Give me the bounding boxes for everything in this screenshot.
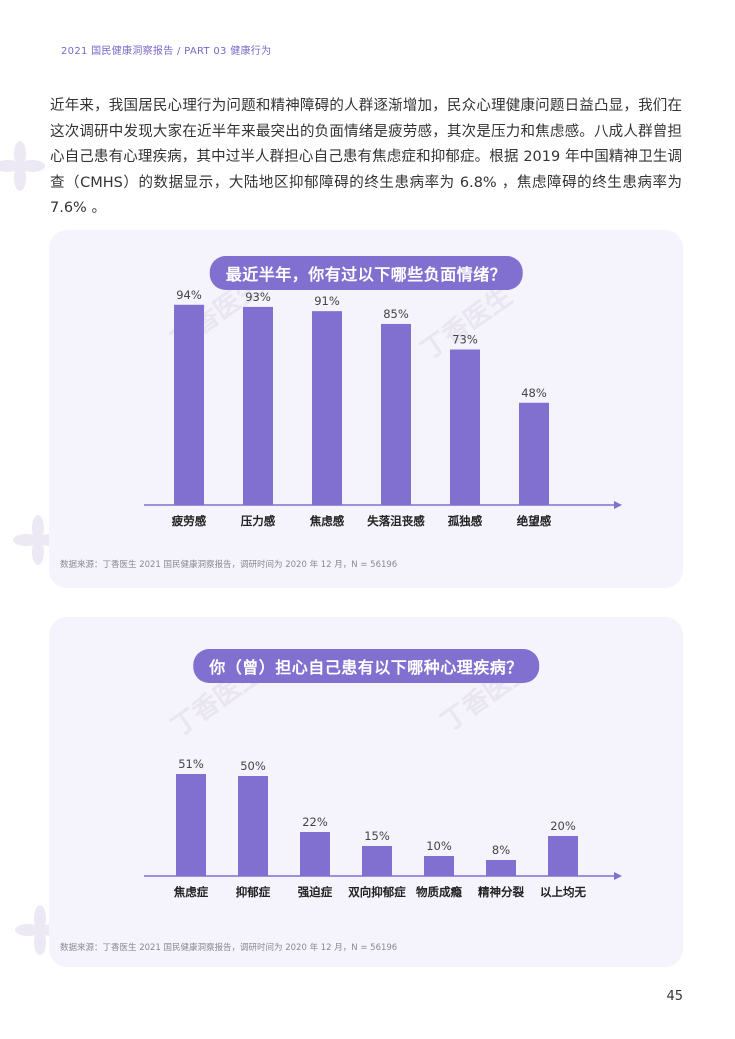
page-header: 2021 国民健康洞察报告 / PART 03 健康行为: [61, 46, 272, 57]
data-label: 91%: [314, 294, 340, 308]
data-label: 93%: [245, 290, 271, 304]
watermark-logo-1: [0, 141, 45, 191]
data-source-note: 数据来源：丁香医生 2021 国民健康洞察报告，调研时间为 2020 年 12 …: [60, 943, 398, 953]
data-label: 50%: [240, 759, 266, 773]
bar: [381, 323, 411, 505]
category-label: 绝望感: [517, 514, 552, 528]
x-axis-arrow: [614, 872, 622, 880]
category-label: 焦虑感: [309, 514, 345, 528]
intro-paragraph: 近年来，我国居民心理行为问题和精神障碍的人群逐渐增加，民众心理健康问题日益凸显，…: [50, 98, 682, 216]
data-label: 15%: [364, 829, 390, 843]
data-label: 20%: [550, 819, 576, 833]
data-label: 8%: [492, 843, 510, 857]
category-label: 疲劳感: [172, 514, 207, 528]
category-label: 焦虑症: [173, 885, 209, 899]
bar: [450, 349, 480, 505]
chart-mental-illness: 丁香医生 丁香医生51%焦虑症50%抑郁症22%强迫症15%双向抑郁症10%物质成…: [144, 653, 622, 899]
x-axis-arrow: [614, 501, 622, 509]
bar: [243, 306, 273, 505]
category-label: 抑郁症: [236, 885, 271, 899]
chart-title: 你（曾）担心自己患有以下哪种心理疾病？: [193, 649, 539, 683]
category-label: 精神分裂: [478, 885, 524, 899]
category-label: 孤独感: [448, 514, 483, 528]
bar: [362, 846, 392, 876]
bar: [486, 860, 516, 876]
data-label: 22%: [302, 815, 328, 829]
bar: [176, 774, 206, 876]
data-label: 85%: [383, 307, 409, 321]
page-number: 45: [666, 989, 683, 1004]
category-label: 物质成瘾: [416, 885, 462, 899]
category-label: 压力感: [241, 514, 276, 528]
category-label: 以上均无: [540, 885, 586, 899]
data-label: 10%: [426, 839, 452, 853]
bar: [519, 402, 549, 505]
chart-card-negative-emotions: 丁香医生 丁香医生 94% 疲劳感 93% 压力感 91% 焦虑感 85% 失落沮丧感 73% 孤独感…: [49, 230, 683, 588]
bar: [174, 304, 204, 505]
data-label: 48%: [521, 386, 547, 400]
bar: [548, 836, 578, 876]
category-label: 双向抑郁症: [347, 885, 406, 899]
data-source-note: 数据来源：丁香医生 2021 国民健康洞察报告，调研时间为 2020 年 12 …: [60, 560, 398, 570]
category-label: 强迫症: [298, 885, 333, 899]
data-label: 73%: [452, 333, 478, 347]
chart-negative-emotions: 丁香医生 丁香医生94%疲劳感93%压力感91%焦虑感85%失落沮丧感73%孤独感…: [144, 271, 622, 528]
category-label: 失落沮丧感: [367, 514, 425, 528]
chart-title: 最近半年，你有过以下哪些负面情绪？: [209, 256, 523, 290]
chart-card-mental-illness: 丁香医生 丁香医生 51% 焦虑症 50% 抑郁症 22% 强迫症 15% 双向抑郁症 10% 物质成…: [49, 617, 683, 967]
bar: [238, 776, 268, 876]
data-label: 51%: [178, 757, 204, 771]
data-label: 94%: [176, 288, 202, 302]
bar: [300, 832, 330, 876]
bar: [312, 311, 342, 505]
bar: [424, 856, 454, 876]
